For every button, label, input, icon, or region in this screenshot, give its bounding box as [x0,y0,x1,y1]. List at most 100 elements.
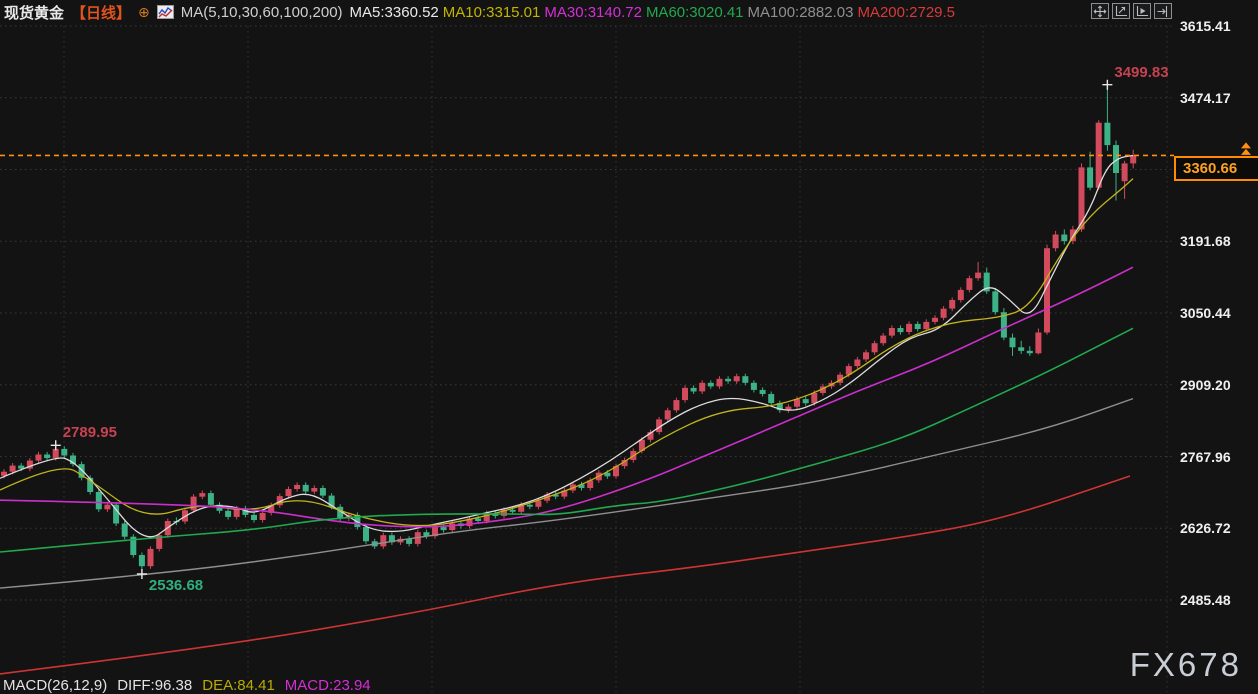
candle [699,382,706,392]
candle [638,439,645,451]
candle [957,289,964,301]
candle [44,454,51,459]
candle [147,548,154,567]
candle [70,455,76,465]
candle [587,480,594,488]
macd-value-label: DIFF:96.38 [117,677,193,694]
candle [138,555,145,567]
candle [802,399,809,404]
ma-value-label: MA60:3020.41 [645,3,744,21]
candle [251,514,257,520]
candle [1009,337,1016,348]
candle [388,535,395,543]
ma-config-label: MA(5,10,30,60,100,200) [180,3,343,21]
axis-tick-label: 2909.20 [1180,377,1231,393]
candle [578,484,585,488]
candle [26,460,33,469]
add-indicator-icon[interactable]: ⊕ [138,3,150,20]
candle [1061,234,1068,242]
candle [130,536,137,555]
candle [819,386,826,393]
candle [1,471,7,476]
candle [871,343,878,353]
ma-line-MA10 [0,178,1134,527]
candle [1052,234,1059,249]
candle [845,366,852,375]
extreme-cross-marker [136,569,147,579]
candle [1026,350,1033,354]
candle [18,465,25,469]
axis-tick-label: 3474.17 [1180,90,1231,106]
candle [906,323,913,332]
candle [328,495,335,507]
ma-line-MA100 [0,397,1134,589]
chart-style-icon[interactable] [156,5,174,19]
candle [190,496,197,511]
candle [604,472,611,477]
macd-value-label: MACD(26,12,9) [3,677,108,694]
candle [276,496,283,506]
candle [992,291,999,313]
candle [104,504,111,510]
pan-icon[interactable] [1091,3,1109,19]
chart-header: 现货黄金 【日线】 ⊕ MA(5,10,30,60,100,200) MA5:3… [4,2,959,22]
watermark: FX678 [1129,646,1242,683]
high-price-label: 2789.95 [62,424,117,441]
axis-tick-label: 2767.96 [1180,449,1231,465]
candle [552,494,559,497]
candle [897,328,904,333]
price-up-arrow-icon [1241,142,1251,155]
candle [1104,122,1111,146]
candle [475,518,482,521]
scale-axis-icon[interactable] [1112,3,1130,19]
axis-tick-label: 2485.48 [1180,592,1231,608]
candle [535,500,542,507]
candle [294,484,301,489]
candle [509,509,516,512]
candle [87,477,94,492]
axis-tick-label: 3615.41 [1180,18,1231,34]
candle [656,419,663,433]
candle [380,535,387,547]
candle [302,484,309,492]
candle [1130,155,1137,164]
ma-value-label: MA10:3315.01 [442,3,541,21]
ma-line-MA5 [0,154,1134,538]
ma-line-MA200 [0,475,1131,675]
candle [759,389,766,394]
symbol-name: 现货黄金 [4,4,65,22]
candle [880,335,887,344]
candle [207,493,214,505]
candle [1018,347,1025,351]
high-price-label: 3499.83 [1114,64,1169,81]
timeframe-label[interactable]: 【日线】 [71,4,132,22]
candle [647,432,654,440]
candle [1078,167,1085,230]
current-price-badge: 3360.66 [1174,156,1258,181]
axis-tick-label: 3191.68 [1180,233,1231,249]
candle [319,488,326,496]
candle [156,535,163,549]
candle [1121,163,1128,182]
candle [742,376,749,383]
candle [621,460,628,467]
candle [776,403,783,411]
candle [9,465,16,472]
jump-to-latest-icon[interactable] [1154,3,1172,19]
ma-value-label: MA5:3360.52 [349,3,439,21]
candle [750,382,757,390]
candle [811,393,818,404]
macd-value-label: MACD:23.94 [284,677,371,694]
candle [690,387,697,392]
candle [242,508,249,515]
candle [863,352,869,360]
candle [1087,167,1094,188]
macd-footer: MACD(26,12,9) DIFF:96.38 DEA:84.41 MACD:23.… [3,677,371,694]
candle [61,448,68,456]
candle [966,278,973,290]
playback-icon[interactable] [1133,3,1151,19]
candle [225,510,232,517]
candle [113,504,120,524]
